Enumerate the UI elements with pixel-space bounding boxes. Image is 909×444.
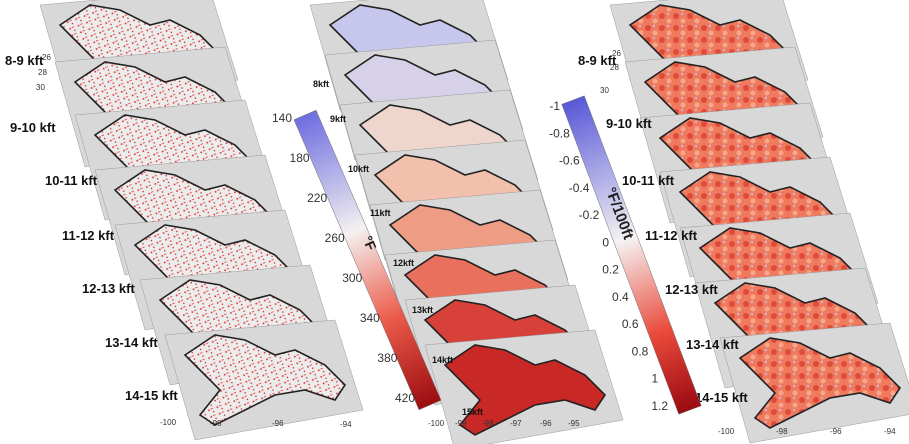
colorbar-tick-label: 260: [325, 231, 345, 245]
lon-tick: -97: [510, 419, 522, 428]
lat-tick: 30: [36, 83, 45, 92]
lon-tick: -94: [340, 420, 352, 429]
colorbar-tick-label: 1.2: [651, 399, 668, 413]
colorbar-tick-label: -0.8: [549, 126, 570, 140]
slice-label: 13kft: [412, 305, 433, 315]
lon-tick: -96: [540, 419, 552, 428]
lat-tick: 30: [600, 86, 609, 95]
panel-label: 13-14 kft: [686, 337, 739, 352]
panel-label: 14-15 kft: [695, 390, 748, 405]
slice-label: 8kft: [313, 79, 329, 89]
colorbar-tick-label: -1: [549, 99, 560, 113]
colorbar-tick-label: 380: [377, 351, 397, 365]
panel-label: 11-12 kft: [62, 228, 115, 243]
panel-label: 9-10 kft: [10, 120, 56, 135]
panel-label: 11-12 kft: [645, 228, 698, 243]
colorbar-tick-label: -0.4: [569, 181, 590, 195]
panel-label: 8-9 kft: [578, 53, 617, 68]
slice-label: 14kft: [432, 355, 453, 365]
colorbar-tick-label: 0.8: [632, 344, 649, 358]
panel-label: 14-15 kft: [125, 388, 178, 403]
colorbar-tick-label: 140: [272, 111, 292, 125]
lon-tick: -98: [482, 419, 494, 428]
lon-tick: -95: [568, 419, 580, 428]
lon-tick: -100: [428, 419, 445, 428]
colorbar-tick-label: 300: [342, 271, 362, 285]
lon-tick: -96: [272, 419, 284, 428]
map-region: [443, 344, 607, 436]
map-region: [183, 334, 347, 426]
lon-tick: -99: [455, 419, 467, 428]
colorbar-tick-label: 340: [360, 311, 380, 325]
maps: [39, 0, 909, 444]
lat-tick: 26: [612, 49, 621, 58]
panel-label: 12-13 kft: [82, 281, 135, 296]
panel-label: 10-11 kft: [45, 173, 98, 188]
lat-tick: 28: [610, 63, 619, 72]
panel-label: 12-13 kft: [665, 282, 718, 297]
colorbar: [293, 109, 442, 411]
colorbar-tick-label: 0: [602, 235, 609, 249]
lat-tick: 26: [42, 53, 51, 62]
map-region: [738, 337, 902, 429]
slice-label: 9kft: [330, 114, 346, 124]
panel-label: 9-10 kft: [606, 116, 652, 131]
colorbar-tick-label: 1: [651, 372, 658, 386]
lon-tick: -98: [210, 419, 222, 428]
slice-label: 15kft: [462, 407, 483, 417]
lat-tick: 28: [38, 68, 47, 77]
colorbar-label: °F: [359, 233, 379, 253]
colorbar-tick-label: 180: [290, 151, 310, 165]
lon-tick: -100: [718, 427, 735, 436]
panel-label: 10-11 kft: [622, 173, 675, 188]
panel-label: 8-9 kft: [5, 53, 44, 68]
colorbar: [561, 95, 702, 415]
colorbar-tick-label: 0.6: [622, 317, 639, 331]
lon-tick: -98: [776, 427, 788, 436]
colorbar-tick-label: 420: [395, 391, 415, 405]
colorbar-tick-label: 0.4: [612, 290, 629, 304]
slice-label: 11kft: [370, 208, 391, 218]
colorbar-tick-label: 0.2: [602, 263, 619, 277]
lon-tick: -100: [160, 418, 177, 427]
lon-tick: -96: [830, 427, 842, 436]
colorbar-tick-label: -0.2: [579, 208, 600, 222]
colorbar-tick-label: 220: [307, 191, 327, 205]
slice-label: 12kft: [393, 258, 414, 268]
panel-label: 13-14 kft: [105, 335, 158, 350]
slice-label: 10kft: [348, 164, 369, 174]
lon-tick: -94: [884, 427, 896, 436]
colorbar-tick-label: -0.6: [559, 154, 580, 168]
